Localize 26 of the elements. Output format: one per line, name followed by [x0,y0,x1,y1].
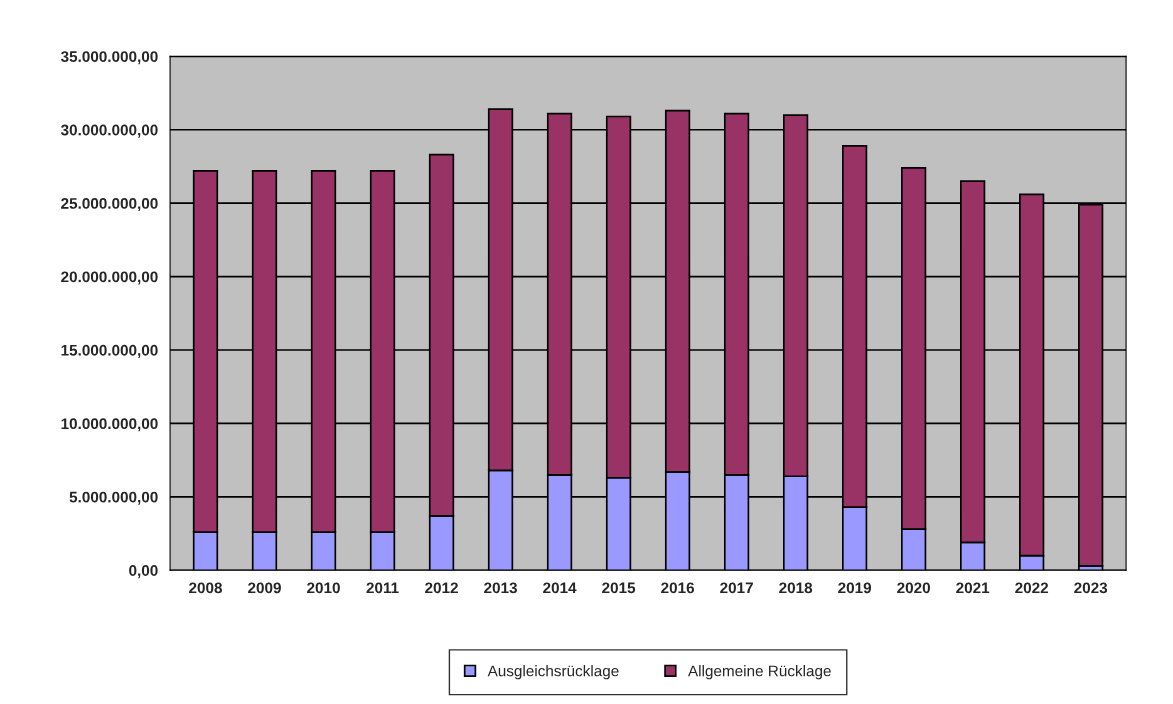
x-tick-label: 2013 [484,582,517,594]
y-tick-label: 25.000.000,00 [61,198,158,212]
x-tick-label: 2018 [779,582,813,594]
y-tick-label: 10.000.000,00 [61,418,158,432]
x-tick-label: 2011 [366,582,399,594]
y-tick-label: 15.000.000,00 [61,344,158,358]
x-tick-label: 2020 [897,582,931,594]
x-tick-label: 2016 [661,582,695,594]
x-tick-label: 2019 [838,582,872,594]
x-tick-label: 2014 [543,582,577,594]
x-tick-label: 2022 [1015,582,1049,594]
y-tick-label: 35.000.000,00 [60,51,158,65]
y-tick-label: 30.000.000,00 [60,124,158,138]
y-tick-label: 20.000.000,00 [61,271,158,285]
legend-label: Ausgleichsrücklage [487,665,619,680]
x-tick-label: 2012 [425,582,458,594]
x-tick-label: 2008 [189,582,223,594]
x-tick-label: 2023 [1074,582,1108,594]
x-tick-label: 2009 [248,582,281,594]
x-tick-label: 2010 [307,582,340,594]
legend-label: Allgemeine Rücklage [688,665,831,680]
y-tick-label: 0,00 [129,565,158,579]
y-tick-label: 5.000.000,00 [69,491,158,505]
x-tick-label: 2017 [720,582,753,594]
x-tick-label: 2021 [956,582,990,594]
x-tick-label: 2015 [602,582,636,594]
